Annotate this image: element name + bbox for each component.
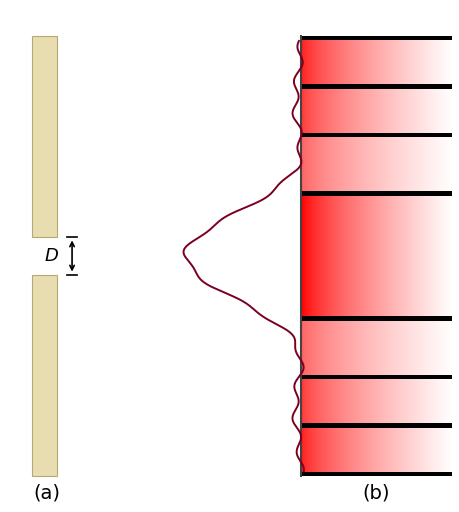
Text: (b): (b) <box>363 483 390 502</box>
Text: (a): (a) <box>34 483 61 502</box>
Bar <box>301 84 452 89</box>
Bar <box>301 375 452 379</box>
Bar <box>301 472 452 476</box>
Bar <box>301 133 452 137</box>
Bar <box>301 191 452 196</box>
Text: $D$: $D$ <box>44 247 59 265</box>
Bar <box>301 36 452 40</box>
Bar <box>32 275 57 476</box>
Bar <box>32 36 57 237</box>
Bar <box>301 316 452 321</box>
Bar <box>301 423 452 428</box>
